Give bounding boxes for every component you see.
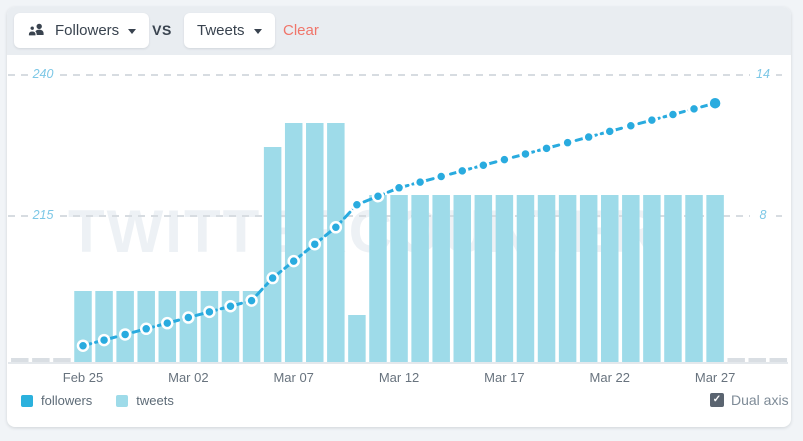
- metric-b-dropdown[interactable]: Tweets: [184, 13, 275, 48]
- tweets-bar: [390, 195, 408, 363]
- y-axis-left-tick-top: 240: [28, 67, 58, 81]
- tweets-bar: [369, 195, 387, 363]
- followers-point: [76, 339, 90, 352]
- followers-point: [392, 181, 406, 195]
- followers-point: [582, 130, 595, 144]
- followers-point: [245, 294, 258, 307]
- tweets-bar: [411, 195, 429, 363]
- x-axis-tick-label: Mar 17: [484, 370, 525, 385]
- followers-point: [308, 237, 322, 251]
- followers-point: [434, 170, 448, 183]
- clear-button[interactable]: Clear: [283, 22, 319, 39]
- x-axis-tick-label: Mar 27: [694, 370, 736, 385]
- legend-item-followers[interactable]: followers: [21, 393, 92, 408]
- followers-point: [477, 158, 490, 172]
- tweets-bar: [537, 195, 556, 363]
- legend-item-tweets[interactable]: tweets: [116, 393, 174, 408]
- followers-point: [561, 136, 574, 149]
- tweets-bar: [453, 195, 472, 363]
- tweets-bar: [579, 195, 598, 363]
- tweets-swatch-icon: [116, 394, 129, 407]
- followers-point: [666, 108, 680, 121]
- tweets-bar: [116, 291, 134, 363]
- x-axis-tick-label: Mar 12: [378, 370, 420, 385]
- metric-b-label: Tweets: [197, 22, 245, 39]
- legend-label-followers: followers: [41, 393, 93, 408]
- clipped-edge-bar: [32, 358, 50, 363]
- dual-axis-label: Dual axis: [731, 392, 789, 408]
- followers-point: [603, 125, 616, 138]
- clipped-edge-bar: [769, 358, 788, 363]
- clipped-edge-bar: [53, 358, 71, 363]
- people-icon: [27, 23, 46, 38]
- followers-point: [287, 254, 300, 268]
- tweets-bar: [200, 291, 219, 363]
- tweets-bar: [74, 291, 92, 363]
- followers-point: [645, 113, 659, 127]
- chevron-down-icon: [253, 29, 262, 34]
- checkbox-checked-icon[interactable]: ✓: [710, 393, 724, 407]
- followers-point: [350, 198, 364, 211]
- tweets-bar: [95, 291, 113, 363]
- followers-point: [624, 119, 638, 133]
- followers-point: [266, 271, 279, 285]
- x-axis-tick-label: Mar 07: [273, 370, 314, 385]
- followers-point: [687, 102, 701, 116]
- vs-label: VS: [152, 22, 172, 38]
- followers-swatch-icon: [21, 394, 33, 407]
- dual-axis-toggle[interactable]: ✓ Dual axis: [710, 392, 789, 408]
- tweets-bar: [601, 195, 619, 363]
- y-axis-left-tick-mid: 215: [28, 208, 58, 222]
- x-axis-tick-label: Feb 25: [62, 370, 104, 385]
- followers-point: [371, 190, 385, 203]
- followers-point: [139, 322, 153, 336]
- followers-point: [97, 333, 111, 347]
- tweets-bar: [327, 123, 345, 363]
- followers-point: [161, 316, 174, 330]
- tweets-bar: [685, 195, 703, 363]
- followers-point: [203, 305, 216, 319]
- tweets-bar: [284, 123, 303, 363]
- chart-legend: followers tweets: [21, 393, 174, 408]
- tweets-bar: [474, 195, 493, 363]
- followers-point: [118, 328, 132, 341]
- tweets-bar: [622, 195, 640, 363]
- metric-a-label: Followers: [55, 22, 120, 39]
- tweets-bar: [263, 147, 282, 363]
- tweets-bar: [706, 195, 724, 363]
- tweets-bar: [664, 195, 682, 363]
- clipped-edge-bar: [11, 358, 29, 363]
- clipped-edge-bar: [748, 358, 766, 363]
- followers-point: [413, 175, 427, 189]
- followers-point: [707, 95, 723, 111]
- tweets-bar: [516, 195, 535, 363]
- followers-point: [329, 221, 343, 234]
- followers-point: [519, 147, 532, 161]
- tweets-bar: [348, 315, 366, 363]
- tweets-bar: [643, 195, 661, 363]
- tweets-bar: [179, 291, 198, 363]
- clipped-edge-bar: [727, 358, 745, 363]
- followers-point: [224, 299, 237, 313]
- metric-a-dropdown[interactable]: Followers: [14, 13, 150, 48]
- x-axis-tick-label: Mar 22: [589, 370, 630, 385]
- followers-point: [456, 164, 469, 178]
- tweets-bar: [242, 291, 261, 363]
- chevron-down-icon: [128, 29, 137, 34]
- tweets-bar: [432, 195, 450, 363]
- x-axis-tick-label: Mar 02: [168, 370, 209, 385]
- tweets-bar: [495, 195, 514, 363]
- followers-point: [540, 142, 553, 155]
- followers-point: [182, 311, 195, 324]
- followers-point: [498, 153, 511, 166]
- y-axis-right-tick-mid: 8: [750, 208, 776, 222]
- legend-label-tweets: tweets: [136, 393, 174, 408]
- tweets-bar: [558, 195, 577, 363]
- y-axis-right-tick-top: 14: [750, 67, 776, 81]
